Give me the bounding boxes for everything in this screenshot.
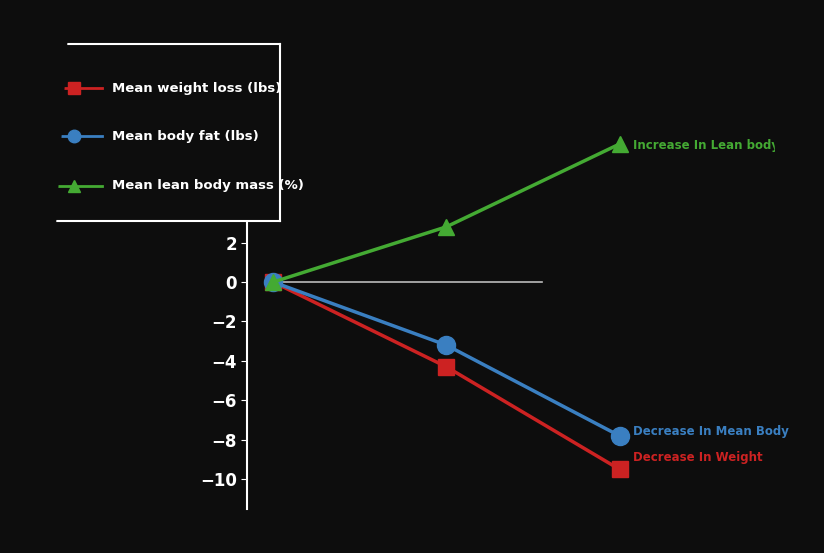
- Mean lean body mass (%): [269, 279, 279, 285]
- Mean body fat (lbs): [442, 342, 452, 348]
- Text: Decrease In Mean Body Fat: Decrease In Mean Body Fat: [634, 425, 814, 439]
- Mean weight loss (lbs): [615, 466, 625, 473]
- Mean lean body mass (%): [442, 223, 452, 230]
- Mean weight loss (lbs): [442, 363, 452, 370]
- Mean body fat (lbs): [269, 279, 279, 285]
- Polygon shape: [766, 0, 824, 553]
- Line: Mean weight loss (lbs): Mean weight loss (lbs): [265, 274, 627, 477]
- Mean lean body mass (%): [615, 140, 625, 147]
- Mean weight loss (lbs): [269, 279, 279, 285]
- Text: Decrease In Weight: Decrease In Weight: [634, 451, 763, 464]
- Polygon shape: [0, 0, 70, 531]
- Text: Mean body fat (lbs): Mean body fat (lbs): [112, 130, 259, 143]
- Line: Mean lean body mass (%): Mean lean body mass (%): [265, 137, 627, 290]
- Mean body fat (lbs): [615, 432, 625, 439]
- Line: Mean body fat (lbs): Mean body fat (lbs): [265, 273, 629, 445]
- Text: Increase In Lean body Mass: Increase In Lean body Mass: [634, 139, 817, 153]
- Text: Mean lean body mass (%): Mean lean body mass (%): [112, 179, 304, 192]
- Text: Mean weight loss (lbs): Mean weight loss (lbs): [112, 82, 282, 95]
